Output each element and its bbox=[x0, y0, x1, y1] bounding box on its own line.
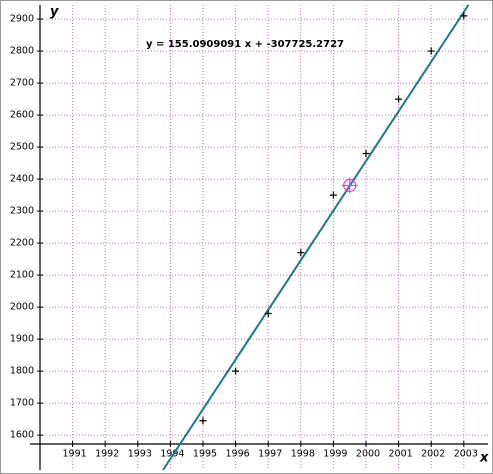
equation: y = 155.0909091 x + -307725.2727 bbox=[146, 39, 344, 50]
x-tick-label: 1998 bbox=[291, 449, 315, 460]
x-tick-label: 2001 bbox=[389, 449, 413, 460]
x-axis-title: x bbox=[479, 451, 489, 466]
x-tick-label: 2002 bbox=[421, 449, 445, 460]
y-tick-label: 1600 bbox=[10, 430, 34, 441]
y-tick-label: 2300 bbox=[10, 206, 34, 217]
regression-line bbox=[162, 4, 470, 471]
y-tick-label: 2700 bbox=[10, 78, 34, 89]
y-tick-label: 2600 bbox=[10, 110, 34, 121]
y-tick-label: 2000 bbox=[10, 302, 34, 313]
grid bbox=[40, 5, 488, 470]
x-tick-label: 1993 bbox=[128, 449, 152, 460]
y-tick-label: 1800 bbox=[10, 366, 34, 377]
y-tick-label: 2500 bbox=[10, 142, 34, 153]
y-tick-label: 2800 bbox=[10, 46, 34, 57]
point bbox=[329, 191, 337, 199]
x-tick-label: 1999 bbox=[323, 449, 347, 460]
point bbox=[297, 249, 305, 257]
y-tick-label: 2900 bbox=[10, 14, 34, 25]
point bbox=[460, 12, 468, 20]
y-axis-title: y bbox=[50, 5, 59, 20]
x-tick-label: 1995 bbox=[193, 449, 217, 460]
point bbox=[395, 95, 403, 103]
point bbox=[427, 47, 435, 55]
x-tick-label: 1996 bbox=[226, 449, 250, 460]
point bbox=[232, 367, 240, 375]
x-tick-label: 2003 bbox=[454, 449, 478, 460]
mean-point bbox=[341, 177, 358, 194]
point bbox=[362, 149, 370, 157]
y-tick-label: 2400 bbox=[10, 174, 34, 185]
point bbox=[199, 417, 207, 425]
x-tick-label: 1992 bbox=[95, 449, 119, 460]
y-tick-label: 1900 bbox=[10, 334, 34, 345]
y-tick-label: 1700 bbox=[10, 398, 34, 409]
point bbox=[264, 310, 272, 318]
x-tick-label: 1991 bbox=[63, 449, 87, 460]
y-tick-label: 2100 bbox=[10, 270, 34, 281]
x-tick-label: 2000 bbox=[356, 449, 380, 460]
x-tick-label: 1997 bbox=[258, 449, 282, 460]
y-tick-label: 2200 bbox=[10, 238, 34, 249]
